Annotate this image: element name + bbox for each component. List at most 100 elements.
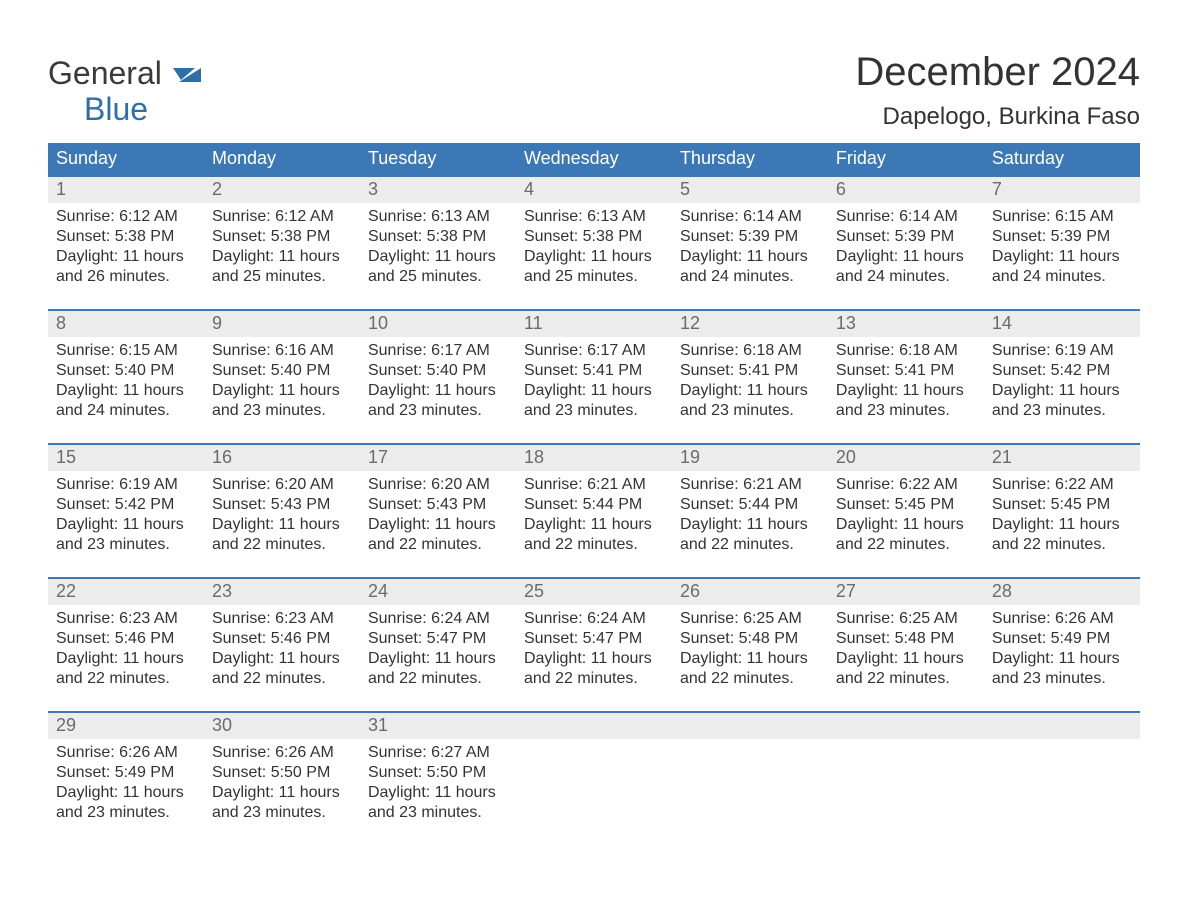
day-number: 30 bbox=[204, 711, 360, 739]
sunset-text: Sunset: 5:40 PM bbox=[56, 361, 196, 381]
daylight-line-1: Daylight: 11 hours bbox=[212, 649, 352, 669]
daylight-line-1: Daylight: 11 hours bbox=[524, 515, 664, 535]
weekday-sunday: Sunday bbox=[48, 143, 204, 175]
sunrise-text: Sunrise: 6:21 AM bbox=[680, 475, 820, 495]
sunset-text: Sunset: 5:38 PM bbox=[524, 227, 664, 247]
day-body: Sunrise: 6:23 AMSunset: 5:46 PMDaylight:… bbox=[204, 605, 360, 689]
day-body-empty bbox=[516, 739, 672, 823]
day-number: 28 bbox=[984, 577, 1140, 605]
daylight-line-2: and 25 minutes. bbox=[524, 267, 664, 287]
weekday-monday: Monday bbox=[204, 143, 360, 175]
sunrise-text: Sunrise: 6:18 AM bbox=[836, 341, 976, 361]
day-cell: 25Sunrise: 6:24 AMSunset: 5:47 PMDayligh… bbox=[516, 577, 672, 711]
day-number: 2 bbox=[204, 175, 360, 203]
day-body: Sunrise: 6:19 AMSunset: 5:42 PMDaylight:… bbox=[984, 337, 1140, 421]
day-body: Sunrise: 6:21 AMSunset: 5:44 PMDaylight:… bbox=[516, 471, 672, 555]
day-cell: 20Sunrise: 6:22 AMSunset: 5:45 PMDayligh… bbox=[828, 443, 984, 577]
sunset-text: Sunset: 5:47 PM bbox=[524, 629, 664, 649]
daylight-line-1: Daylight: 11 hours bbox=[680, 649, 820, 669]
daylight-line-1: Daylight: 11 hours bbox=[56, 783, 196, 803]
sunrise-text: Sunrise: 6:19 AM bbox=[992, 341, 1132, 361]
sunset-text: Sunset: 5:41 PM bbox=[836, 361, 976, 381]
day-cell bbox=[672, 711, 828, 845]
daylight-line-2: and 22 minutes. bbox=[368, 535, 508, 555]
day-cell: 28Sunrise: 6:26 AMSunset: 5:49 PMDayligh… bbox=[984, 577, 1140, 711]
daylight-line-1: Daylight: 11 hours bbox=[368, 783, 508, 803]
sunrise-text: Sunrise: 6:26 AM bbox=[56, 743, 196, 763]
sunrise-text: Sunrise: 6:23 AM bbox=[212, 609, 352, 629]
day-cell: 10Sunrise: 6:17 AMSunset: 5:40 PMDayligh… bbox=[360, 309, 516, 443]
day-number-empty bbox=[516, 711, 672, 739]
day-cell: 17Sunrise: 6:20 AMSunset: 5:43 PMDayligh… bbox=[360, 443, 516, 577]
sunrise-text: Sunrise: 6:14 AM bbox=[680, 207, 820, 227]
day-number: 9 bbox=[204, 309, 360, 337]
sunset-text: Sunset: 5:38 PM bbox=[212, 227, 352, 247]
day-number: 3 bbox=[360, 175, 516, 203]
daylight-line-1: Daylight: 11 hours bbox=[680, 247, 820, 267]
day-body: Sunrise: 6:26 AMSunset: 5:49 PMDaylight:… bbox=[984, 605, 1140, 689]
day-body: Sunrise: 6:15 AMSunset: 5:39 PMDaylight:… bbox=[984, 203, 1140, 287]
day-number: 19 bbox=[672, 443, 828, 471]
sunrise-text: Sunrise: 6:24 AM bbox=[368, 609, 508, 629]
day-body-empty bbox=[828, 739, 984, 823]
day-body: Sunrise: 6:13 AMSunset: 5:38 PMDaylight:… bbox=[360, 203, 516, 287]
day-number: 20 bbox=[828, 443, 984, 471]
daylight-line-1: Daylight: 11 hours bbox=[56, 381, 196, 401]
day-cell: 7Sunrise: 6:15 AMSunset: 5:39 PMDaylight… bbox=[984, 175, 1140, 309]
weekday-friday: Friday bbox=[828, 143, 984, 175]
sunset-text: Sunset: 5:42 PM bbox=[56, 495, 196, 515]
sunset-text: Sunset: 5:42 PM bbox=[992, 361, 1132, 381]
day-cell bbox=[984, 711, 1140, 845]
day-number-empty bbox=[984, 711, 1140, 739]
day-cell: 6Sunrise: 6:14 AMSunset: 5:39 PMDaylight… bbox=[828, 175, 984, 309]
sunrise-text: Sunrise: 6:15 AM bbox=[56, 341, 196, 361]
daylight-line-1: Daylight: 11 hours bbox=[56, 247, 196, 267]
day-cell: 24Sunrise: 6:24 AMSunset: 5:47 PMDayligh… bbox=[360, 577, 516, 711]
sunset-text: Sunset: 5:39 PM bbox=[680, 227, 820, 247]
header: General Blue December 2024 Dapelogo, Bur… bbox=[48, 50, 1140, 131]
day-body: Sunrise: 6:26 AMSunset: 5:50 PMDaylight:… bbox=[204, 739, 360, 823]
day-cell: 13Sunrise: 6:18 AMSunset: 5:41 PMDayligh… bbox=[828, 309, 984, 443]
day-cell: 12Sunrise: 6:18 AMSunset: 5:41 PMDayligh… bbox=[672, 309, 828, 443]
daylight-line-2: and 24 minutes. bbox=[836, 267, 976, 287]
day-body: Sunrise: 6:24 AMSunset: 5:47 PMDaylight:… bbox=[360, 605, 516, 689]
sunrise-text: Sunrise: 6:22 AM bbox=[992, 475, 1132, 495]
daylight-line-2: and 22 minutes. bbox=[524, 535, 664, 555]
week-row: 22Sunrise: 6:23 AMSunset: 5:46 PMDayligh… bbox=[48, 577, 1140, 711]
daylight-line-2: and 25 minutes. bbox=[212, 267, 352, 287]
sunset-text: Sunset: 5:49 PM bbox=[992, 629, 1132, 649]
day-body: Sunrise: 6:18 AMSunset: 5:41 PMDaylight:… bbox=[828, 337, 984, 421]
daylight-line-2: and 23 minutes. bbox=[56, 535, 196, 555]
week-row: 1Sunrise: 6:12 AMSunset: 5:38 PMDaylight… bbox=[48, 175, 1140, 309]
sunrise-text: Sunrise: 6:13 AM bbox=[368, 207, 508, 227]
day-number: 5 bbox=[672, 175, 828, 203]
daylight-line-1: Daylight: 11 hours bbox=[212, 381, 352, 401]
sunrise-text: Sunrise: 6:25 AM bbox=[680, 609, 820, 629]
sunset-text: Sunset: 5:48 PM bbox=[680, 629, 820, 649]
day-cell: 9Sunrise: 6:16 AMSunset: 5:40 PMDaylight… bbox=[204, 309, 360, 443]
day-cell: 27Sunrise: 6:25 AMSunset: 5:48 PMDayligh… bbox=[828, 577, 984, 711]
day-cell: 23Sunrise: 6:23 AMSunset: 5:46 PMDayligh… bbox=[204, 577, 360, 711]
sunset-text: Sunset: 5:40 PM bbox=[212, 361, 352, 381]
daylight-line-2: and 23 minutes. bbox=[836, 401, 976, 421]
day-cell: 18Sunrise: 6:21 AMSunset: 5:44 PMDayligh… bbox=[516, 443, 672, 577]
sunrise-text: Sunrise: 6:23 AM bbox=[56, 609, 196, 629]
day-number: 15 bbox=[48, 443, 204, 471]
daylight-line-1: Daylight: 11 hours bbox=[992, 515, 1132, 535]
daylight-line-1: Daylight: 11 hours bbox=[992, 649, 1132, 669]
day-body: Sunrise: 6:22 AMSunset: 5:45 PMDaylight:… bbox=[828, 471, 984, 555]
daylight-line-2: and 23 minutes. bbox=[368, 803, 508, 823]
sunset-text: Sunset: 5:45 PM bbox=[992, 495, 1132, 515]
daylight-line-2: and 23 minutes. bbox=[524, 401, 664, 421]
day-body: Sunrise: 6:18 AMSunset: 5:41 PMDaylight:… bbox=[672, 337, 828, 421]
day-body: Sunrise: 6:17 AMSunset: 5:41 PMDaylight:… bbox=[516, 337, 672, 421]
day-body: Sunrise: 6:17 AMSunset: 5:40 PMDaylight:… bbox=[360, 337, 516, 421]
daylight-line-2: and 26 minutes. bbox=[56, 267, 196, 287]
day-body: Sunrise: 6:26 AMSunset: 5:49 PMDaylight:… bbox=[48, 739, 204, 823]
daylight-line-2: and 22 minutes. bbox=[992, 535, 1132, 555]
daylight-line-1: Daylight: 11 hours bbox=[368, 247, 508, 267]
daylight-line-2: and 24 minutes. bbox=[680, 267, 820, 287]
day-body: Sunrise: 6:14 AMSunset: 5:39 PMDaylight:… bbox=[828, 203, 984, 287]
day-number-empty bbox=[828, 711, 984, 739]
day-cell: 15Sunrise: 6:19 AMSunset: 5:42 PMDayligh… bbox=[48, 443, 204, 577]
